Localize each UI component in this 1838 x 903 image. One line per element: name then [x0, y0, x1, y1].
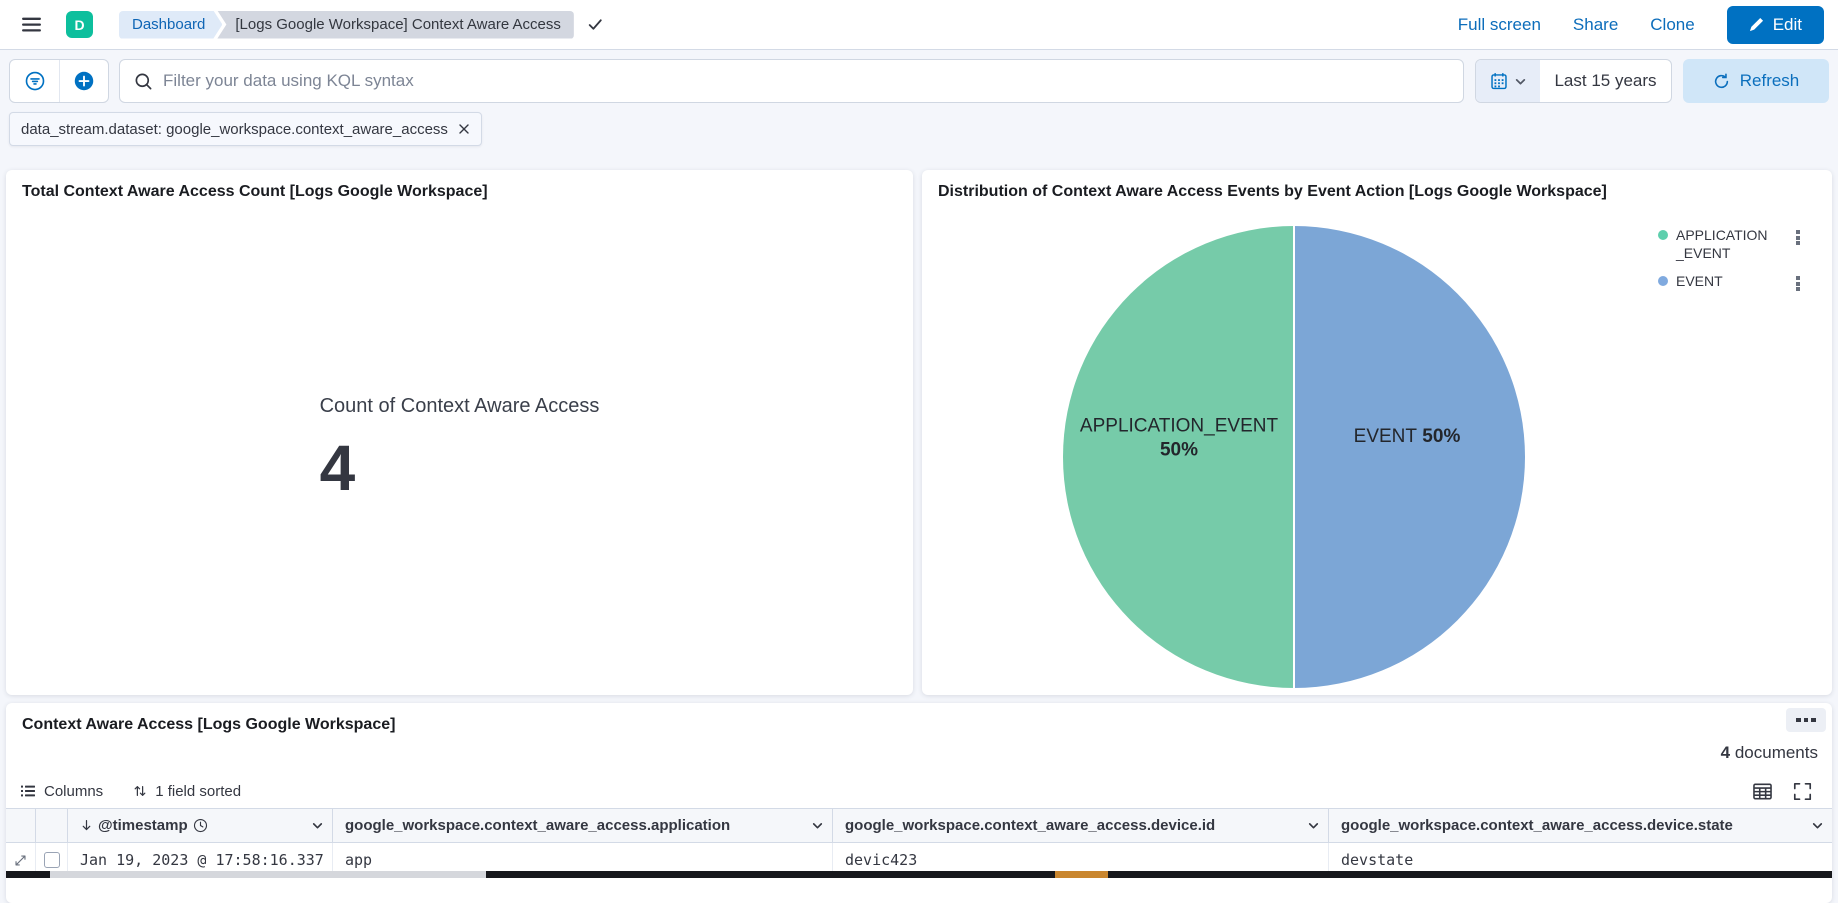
pie-panel: Distribution of Context Aware Access Eve…	[922, 170, 1832, 695]
cut-off-cell-light	[50, 871, 486, 878]
panel-options-icon[interactable]	[1786, 708, 1826, 732]
column-header-application[interactable]: google_workspace.context_aware_access.ap…	[333, 809, 833, 842]
metric-visualization: Count of Context Aware Access 4	[320, 395, 600, 500]
cell-timestamp[interactable]: Jan 19, 2023 @ 17:58:16.337	[68, 843, 333, 877]
refresh-icon	[1713, 72, 1730, 90]
share-link[interactable]: Share	[1572, 14, 1619, 34]
kql-search-bar	[119, 59, 1464, 103]
grid-toolbar: Columns 1 field sorted	[6, 773, 1832, 809]
table-panel-title: Context Aware Access [Logs Google Worksp…	[22, 716, 396, 733]
filter-pill-datastream[interactable]: data_stream.dataset: google_workspace.co…	[9, 112, 482, 146]
table-header-row: @timestamp google_workspace.context_awar…	[6, 808, 1832, 843]
pie-label-event: EVENT 50%	[1353, 426, 1461, 448]
column-header-timestamp[interactable]: @timestamp	[68, 809, 333, 842]
add-filter-button[interactable]	[59, 60, 108, 102]
column-header-device-state[interactable]: google_workspace.context_aware_access.de…	[1329, 809, 1832, 842]
metric-panel-title: Total Context Aware Access Count [Logs G…	[22, 183, 488, 200]
list-icon	[20, 783, 36, 799]
time-range-value[interactable]: Last 15 years	[1554, 71, 1657, 90]
columns-button[interactable]: Columns	[20, 783, 103, 800]
legend-item-event[interactable]: EVENT	[1658, 272, 1768, 290]
query-bar: Last 15 years Refresh	[0, 50, 1838, 112]
legend-actions-icon[interactable]	[1796, 230, 1800, 245]
columns-button-label: Columns	[44, 782, 104, 800]
date-picker: Last 15 years	[1475, 59, 1672, 103]
date-quick-select-button[interactable]	[1476, 60, 1540, 102]
sort-fields-button[interactable]: 1 field sorted	[133, 783, 241, 800]
column-header-device-id[interactable]: google_workspace.context_aware_access.de…	[833, 809, 1329, 842]
expand-row-icon[interactable]	[6, 843, 36, 877]
chevron-down-icon[interactable]	[1307, 819, 1320, 832]
breadcrumb-dashboard[interactable]: Dashboard	[119, 11, 222, 39]
cell-device-state[interactable]: devstate	[1341, 851, 1414, 869]
edit-button-label: Edit	[1772, 14, 1802, 34]
metric-value: 4	[319, 432, 356, 504]
pie-label-application-event: APPLICATION_EVENT 50%	[1079, 415, 1279, 460]
chevron-down-icon[interactable]	[811, 819, 824, 832]
sort-desc-arrow-icon	[80, 819, 93, 832]
legend-dot-green	[1658, 230, 1668, 240]
pie-slice-application-event[interactable]	[1063, 226, 1294, 688]
refresh-button[interactable]: Refresh	[1683, 59, 1829, 103]
document-count: 4 documents	[1720, 743, 1818, 762]
kql-search-input[interactable]	[163, 71, 1449, 91]
space-avatar[interactable]: D	[66, 11, 93, 38]
saved-search-panel: Context Aware Access [Logs Google Worksp…	[6, 703, 1832, 903]
chevron-down-icon[interactable]	[1811, 819, 1824, 832]
filter-in-circle-icon	[25, 71, 45, 91]
full-screen-link[interactable]: Full screen	[1457, 14, 1541, 34]
sort-icon	[133, 784, 147, 798]
metric-label: Count of Context Aware Access	[319, 395, 600, 417]
cell-application[interactable]: app	[333, 843, 833, 877]
saved-query-filter-button[interactable]	[10, 60, 59, 102]
cut-off-next-row	[6, 871, 1832, 878]
header-control-cell	[36, 809, 68, 842]
pencil-icon	[1749, 17, 1764, 32]
edit-button[interactable]: Edit	[1726, 5, 1824, 44]
refresh-button-label: Refresh	[1739, 71, 1800, 90]
cell-device-id[interactable]: devic423	[833, 843, 1329, 877]
legend-label: APPLICATION_EVENT	[1676, 227, 1768, 262]
hamburger-menu-icon[interactable]	[21, 14, 42, 35]
metric-panel: Total Context Aware Access Count [Logs G…	[6, 170, 913, 695]
calendar-icon	[1490, 72, 1508, 90]
header-control-cell	[6, 809, 36, 842]
plus-in-circle-icon	[74, 71, 94, 91]
breadcrumb: Dashboard [Logs Google Workspace] Contex…	[119, 10, 604, 39]
breadcrumb-current-dashboard[interactable]: [Logs Google Workspace] Context Aware Ac…	[217, 10, 574, 39]
saved-check-icon	[587, 16, 604, 33]
cut-off-highlight	[1055, 871, 1108, 878]
row-checkbox[interactable]	[43, 852, 60, 868]
close-icon[interactable]	[458, 123, 470, 135]
legend-item-application-event[interactable]: APPLICATION_EVENT	[1658, 226, 1768, 262]
search-icon	[134, 72, 153, 91]
clock-icon	[193, 818, 208, 833]
legend-dot-blue	[1658, 276, 1668, 286]
filter-pill-label: data_stream.dataset: google_workspace.co…	[21, 120, 448, 138]
pie-panel-title: Distribution of Context Aware Access Eve…	[938, 183, 1607, 200]
pie-chart[interactable]	[1063, 226, 1525, 688]
app-header: D Dashboard [Logs Google Workspace] Cont…	[0, 0, 1838, 50]
fullscreen-icon[interactable]	[1793, 782, 1812, 801]
legend-actions-icon[interactable]	[1796, 276, 1800, 291]
clone-link[interactable]: Clone	[1650, 14, 1695, 34]
legend-label: EVENT	[1676, 273, 1723, 289]
sort-fields-label: 1 field sorted	[155, 782, 242, 800]
pie-slice-event[interactable]	[1294, 226, 1525, 688]
chevron-down-icon[interactable]	[311, 819, 324, 832]
chevron-down-icon	[1514, 75, 1527, 88]
display-options-icon[interactable]	[1752, 781, 1773, 802]
